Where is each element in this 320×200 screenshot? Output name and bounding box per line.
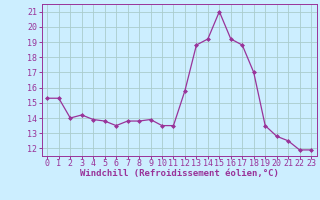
X-axis label: Windchill (Refroidissement éolien,°C): Windchill (Refroidissement éolien,°C) [80,169,279,178]
